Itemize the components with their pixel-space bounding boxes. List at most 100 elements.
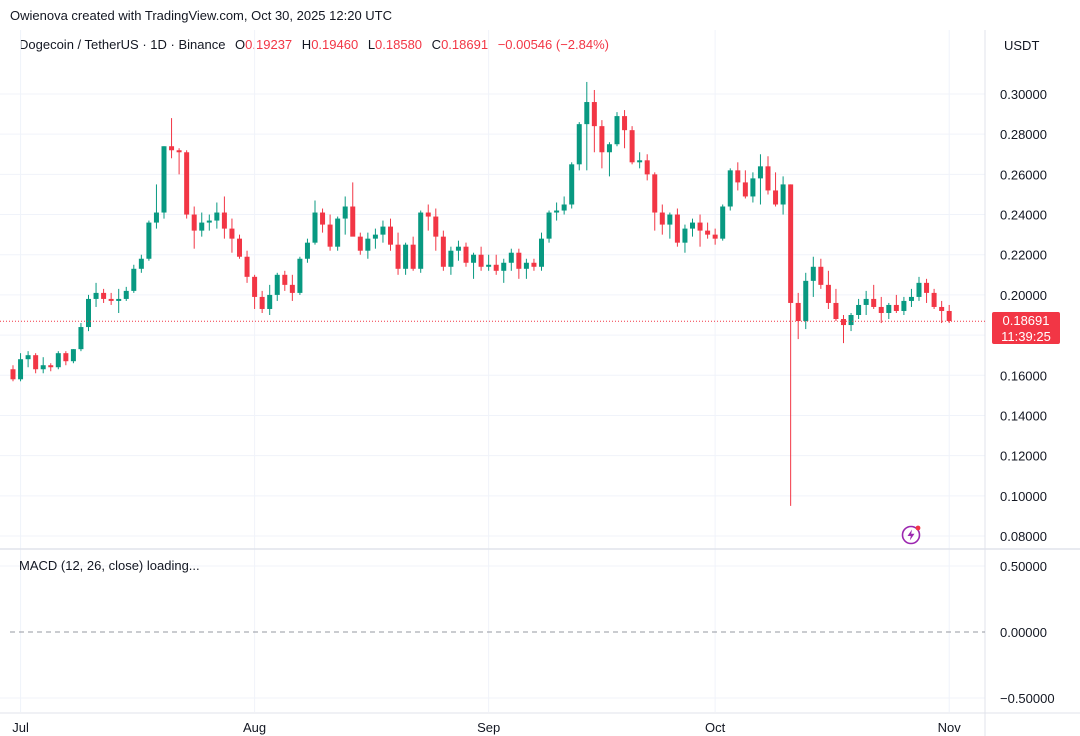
candle-body [289,284,295,293]
macd-axis-labels: 0.50000 0.00000 −0.50000 [1000,559,1055,706]
candle [599,120,605,169]
candle [690,218,695,237]
candle [531,258,537,271]
candle [810,256,816,297]
macd-indicator-label[interactable]: MACD (12, 26, close) loading... [19,558,200,573]
candle [833,288,839,322]
candle [48,363,54,372]
candle-body [908,296,914,301]
candle [659,204,665,235]
y-tick-label: 0.26000 [1000,167,1047,182]
candle [244,250,250,283]
candle [33,353,39,374]
candle [18,353,24,382]
candle-body [939,306,945,311]
candle [727,168,733,211]
candle [931,288,937,309]
price-change: −0.00546 (−2.84%) [497,37,609,52]
candle-body [931,292,937,307]
candle-body [388,226,393,245]
candle-body [18,359,24,380]
y-tick-label: 0.22000 [1000,248,1047,263]
candle-body [946,310,952,322]
candle-body [86,298,91,328]
currency-selector[interactable]: USDT [1004,38,1040,53]
candle-body [25,355,31,360]
candles [10,81,952,506]
candle-body [327,224,333,247]
candle [395,232,401,275]
candle [856,298,862,320]
candle-body [644,160,650,175]
candle-body [765,166,771,191]
candle-body [539,238,544,267]
candle-body [282,274,288,285]
candle [433,208,439,251]
candle [750,172,756,203]
candle-body [584,102,590,125]
candle [221,196,227,239]
candle [863,290,869,315]
candle-body [312,212,318,243]
candle-body [516,252,522,269]
candle-body [214,212,220,221]
candle-body [478,254,484,267]
candle-body [146,222,152,259]
candle [939,300,945,324]
candle-body [48,365,54,368]
candle-body [176,150,182,153]
candle [425,204,431,231]
candle [712,228,718,245]
candle-body [569,164,575,205]
candle [554,202,560,221]
candle [320,208,326,233]
candle-body [252,276,258,297]
candle [25,351,31,368]
candle [818,258,824,289]
candle [176,148,182,175]
candle-body [199,222,205,231]
candle [410,236,416,271]
candle-body [395,244,401,269]
candle [523,258,529,279]
candle [312,200,318,245]
candle-body [425,212,431,217]
y-tick-label: 0.08000 [1000,529,1047,544]
candle [606,142,612,177]
candle [486,254,492,271]
candle-body [742,182,748,197]
candle [237,234,242,259]
candle-body [221,212,227,229]
candle-body [606,144,612,153]
candle [55,351,61,370]
candle [10,365,16,382]
candle [342,196,348,235]
candle-body [237,238,242,257]
candle [871,284,877,309]
candle [153,184,159,229]
candle-body [697,222,703,231]
candle-body [372,234,378,239]
candle-body [788,184,794,303]
candle-body [501,262,507,271]
candle-body [629,130,635,163]
open-value: 0.19237 [245,37,293,52]
candle-body [554,210,560,213]
candle-body [508,252,514,263]
candle [357,232,363,255]
candle [123,286,129,301]
candle-body [40,365,46,370]
candle-body [63,353,69,362]
candle-body [637,160,643,163]
candle [569,162,575,209]
candle-body [916,282,922,297]
candle [448,246,454,275]
candle-body [191,214,197,231]
x-tick-label: Oct [705,720,726,735]
candle-body [244,256,250,277]
x-tick-label: Sep [477,720,500,735]
lightning-icon[interactable] [901,525,921,545]
candle [403,242,409,275]
candle-body [614,116,620,145]
